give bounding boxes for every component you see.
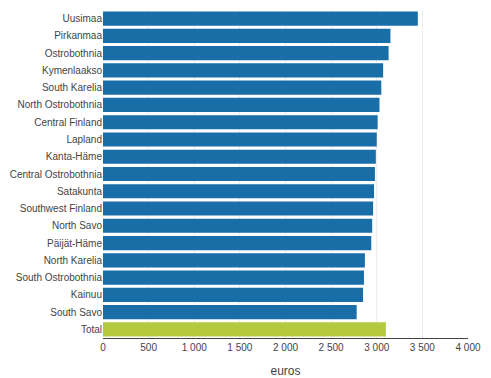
svg-text:2 000: 2 000 <box>273 342 298 353</box>
svg-text:0: 0 <box>100 342 106 353</box>
svg-text:4 000: 4 000 <box>455 342 480 353</box>
svg-text:3 500: 3 500 <box>410 342 435 353</box>
svg-text:2 500: 2 500 <box>319 342 344 353</box>
svg-text:Central Finland: Central Finland <box>34 117 102 128</box>
svg-text:South Karelia: South Karelia <box>42 82 102 93</box>
svg-text:Uusimaa: Uusimaa <box>63 13 103 24</box>
svg-text:Kainuu: Kainuu <box>71 289 102 300</box>
svg-text:South Ostrobothnia: South Ostrobothnia <box>16 272 103 283</box>
svg-text:Kanta-Häme: Kanta-Häme <box>46 151 103 162</box>
svg-text:Total: Total <box>81 324 102 335</box>
svg-text:North Ostrobothnia: North Ostrobothnia <box>18 99 103 110</box>
svg-text:Lapland: Lapland <box>66 134 102 145</box>
svg-text:North Savo: North Savo <box>52 220 102 231</box>
svg-text:Central Ostrobothnia: Central Ostrobothnia <box>10 169 103 180</box>
svg-text:Päijät-Häme: Päijät-Häme <box>47 238 102 249</box>
svg-text:North Karelia: North Karelia <box>44 255 103 266</box>
svg-text:1 000: 1 000 <box>182 342 207 353</box>
svg-text:Pirkanmaa: Pirkanmaa <box>54 30 102 41</box>
svg-text:Satakunta: Satakunta <box>57 186 102 197</box>
svg-text:1 500: 1 500 <box>227 342 252 353</box>
svg-text:3 000: 3 000 <box>364 342 389 353</box>
svg-text:Ostrobothnia: Ostrobothnia <box>45 48 103 59</box>
svg-text:South Savo: South Savo <box>50 307 102 318</box>
svg-text:Southwest Finland: Southwest Finland <box>20 203 102 214</box>
svg-text:Kymenlaakso: Kymenlaakso <box>42 65 102 76</box>
svg-text:500: 500 <box>140 342 157 353</box>
svg-text:euros: euros <box>270 364 300 378</box>
